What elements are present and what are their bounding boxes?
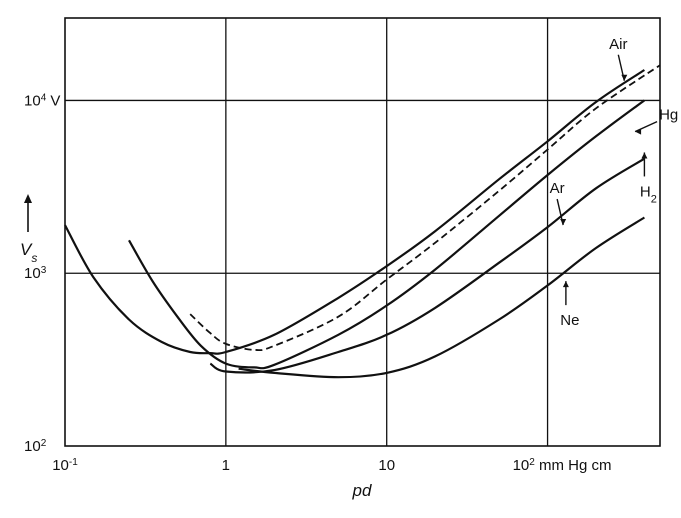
- x-tick-label: 10: [378, 457, 395, 474]
- annotation-hg: Hg: [634, 107, 678, 135]
- annotation-arrowhead: [560, 219, 567, 226]
- annotation-h2: H2: [640, 152, 657, 205]
- series-line-ar: [209, 157, 645, 374]
- plot-frame: [64, 17, 661, 447]
- annotation-label: Hg: [659, 107, 678, 124]
- x-tick-label: 1: [222, 457, 230, 474]
- y-tick-label: 103: [24, 265, 47, 283]
- series-line-air: [64, 69, 646, 355]
- annotation-label: Ar: [550, 180, 565, 197]
- annotation-arrowhead: [635, 128, 642, 135]
- y-axis-arrowhead: [24, 194, 32, 203]
- y-axis-label: Vs: [20, 240, 37, 265]
- series-line-ne: [238, 216, 645, 379]
- series-curves: [64, 64, 661, 379]
- annotation-ne: Ne: [560, 281, 579, 329]
- y-tick-label: 104 V: [24, 92, 60, 110]
- series-line-hg: [189, 64, 661, 352]
- curve-annotations: Air Hg H2 Ar Ne: [550, 36, 679, 329]
- annotation-arrowhead: [621, 74, 628, 81]
- annotation-arrowhead: [562, 281, 569, 288]
- x-tick-label: 10-1: [52, 457, 78, 475]
- x-tick-label: 102 mm Hg cm: [513, 457, 612, 475]
- annotation-label: H2: [640, 183, 657, 205]
- axis-labels: pd Vs: [20, 194, 372, 500]
- annotation-ar: Ar: [550, 180, 567, 226]
- x-axis-label: pd: [352, 481, 372, 500]
- annotation-label: Ne: [560, 312, 579, 329]
- tick-labels: 10-1 1 10 102 mm Hg cm 102 103 104 V: [24, 92, 611, 474]
- y-tick-label: 102: [24, 438, 47, 456]
- series-line-h2: [128, 99, 646, 370]
- grid: [64, 17, 661, 447]
- annotation-arrowhead: [641, 152, 648, 159]
- annotation-label: Air: [609, 36, 627, 53]
- y-axis-label-group: Vs: [20, 194, 37, 265]
- annotation-air: Air: [609, 36, 627, 81]
